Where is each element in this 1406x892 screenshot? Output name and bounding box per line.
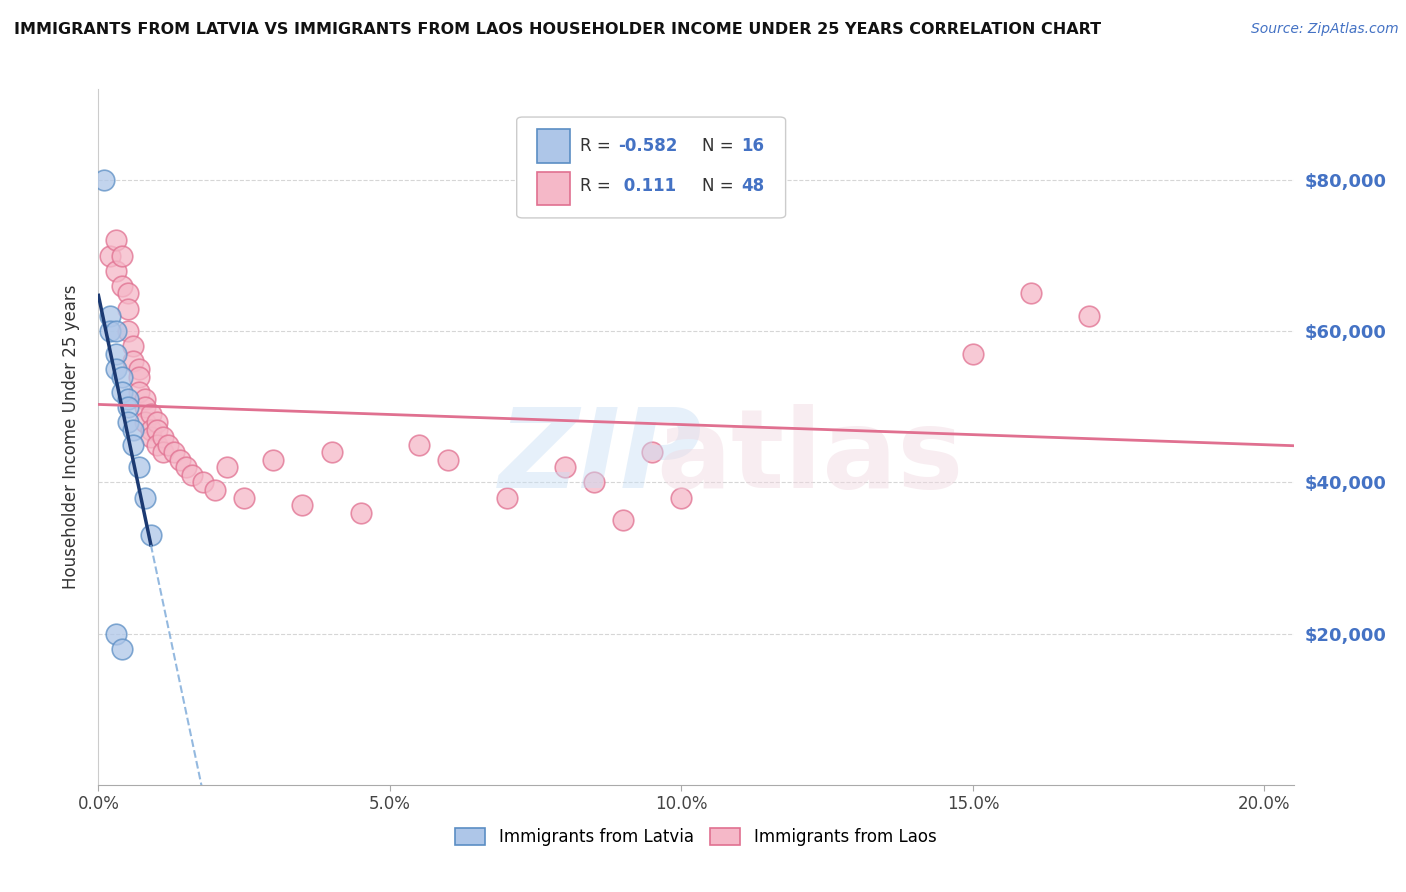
Point	[350, 506, 373, 520]
Point	[117, 286, 139, 301]
Point	[321, 445, 343, 459]
Point	[128, 369, 150, 384]
Text: R =: R =	[581, 136, 616, 155]
Point	[117, 324, 139, 338]
Point	[104, 234, 127, 248]
Point	[93, 173, 115, 187]
Point	[233, 491, 256, 505]
Text: ZIP: ZIP	[499, 404, 702, 511]
Point	[408, 437, 430, 451]
Point	[157, 437, 180, 451]
Point	[1078, 309, 1101, 323]
Point	[193, 475, 215, 490]
Point	[163, 445, 186, 459]
Point	[671, 491, 693, 505]
Text: N =: N =	[702, 136, 738, 155]
Point	[215, 460, 238, 475]
Point	[117, 392, 139, 407]
Text: IMMIGRANTS FROM LATVIA VS IMMIGRANTS FROM LAOS HOUSEHOLDER INCOME UNDER 25 YEARS: IMMIGRANTS FROM LATVIA VS IMMIGRANTS FRO…	[14, 22, 1101, 37]
Text: N =: N =	[702, 178, 738, 195]
Point	[104, 362, 127, 376]
Point	[641, 445, 664, 459]
Point	[291, 498, 314, 512]
Point	[117, 301, 139, 316]
Point	[1019, 286, 1042, 301]
FancyBboxPatch shape	[537, 171, 571, 205]
Point	[145, 415, 167, 429]
Point	[139, 430, 162, 444]
FancyBboxPatch shape	[537, 129, 571, 162]
Point	[174, 460, 197, 475]
Point	[111, 641, 134, 656]
Text: 48: 48	[741, 178, 765, 195]
Point	[495, 491, 517, 505]
Point	[104, 626, 127, 640]
Point	[111, 249, 134, 263]
Point	[134, 392, 156, 407]
Point	[98, 249, 121, 263]
Point	[111, 369, 134, 384]
Point	[204, 483, 226, 497]
Point	[117, 415, 139, 429]
Text: Source: ZipAtlas.com: Source: ZipAtlas.com	[1251, 22, 1399, 37]
Point	[111, 278, 134, 293]
Point	[134, 415, 156, 429]
Point	[152, 445, 174, 459]
Text: R =: R =	[581, 178, 616, 195]
Text: -0.582: -0.582	[619, 136, 678, 155]
Point	[122, 339, 145, 353]
Point	[139, 408, 162, 422]
Point	[152, 430, 174, 444]
Point	[122, 354, 145, 368]
Point	[98, 309, 121, 323]
Point	[145, 437, 167, 451]
Text: 16: 16	[741, 136, 765, 155]
Point	[145, 423, 167, 437]
Text: 0.111: 0.111	[619, 178, 676, 195]
Point	[111, 384, 134, 399]
Point	[180, 467, 202, 482]
Point	[104, 347, 127, 361]
Point	[128, 460, 150, 475]
Point	[582, 475, 605, 490]
Point	[169, 452, 191, 467]
Point	[104, 324, 127, 338]
Point	[139, 423, 162, 437]
Point	[122, 437, 145, 451]
FancyBboxPatch shape	[517, 117, 786, 218]
Point	[134, 491, 156, 505]
Point	[104, 263, 127, 277]
Point	[134, 400, 156, 414]
Text: atlas: atlas	[655, 404, 963, 511]
Y-axis label: Householder Income Under 25 years: Householder Income Under 25 years	[62, 285, 80, 590]
Point	[122, 423, 145, 437]
Point	[128, 384, 150, 399]
Point	[262, 452, 284, 467]
Point	[437, 452, 460, 467]
Point	[139, 528, 162, 542]
Point	[128, 362, 150, 376]
Point	[117, 400, 139, 414]
Point	[98, 324, 121, 338]
Legend: Immigrants from Latvia, Immigrants from Laos: Immigrants from Latvia, Immigrants from …	[449, 822, 943, 853]
Point	[962, 347, 984, 361]
Point	[612, 513, 634, 527]
Point	[554, 460, 576, 475]
